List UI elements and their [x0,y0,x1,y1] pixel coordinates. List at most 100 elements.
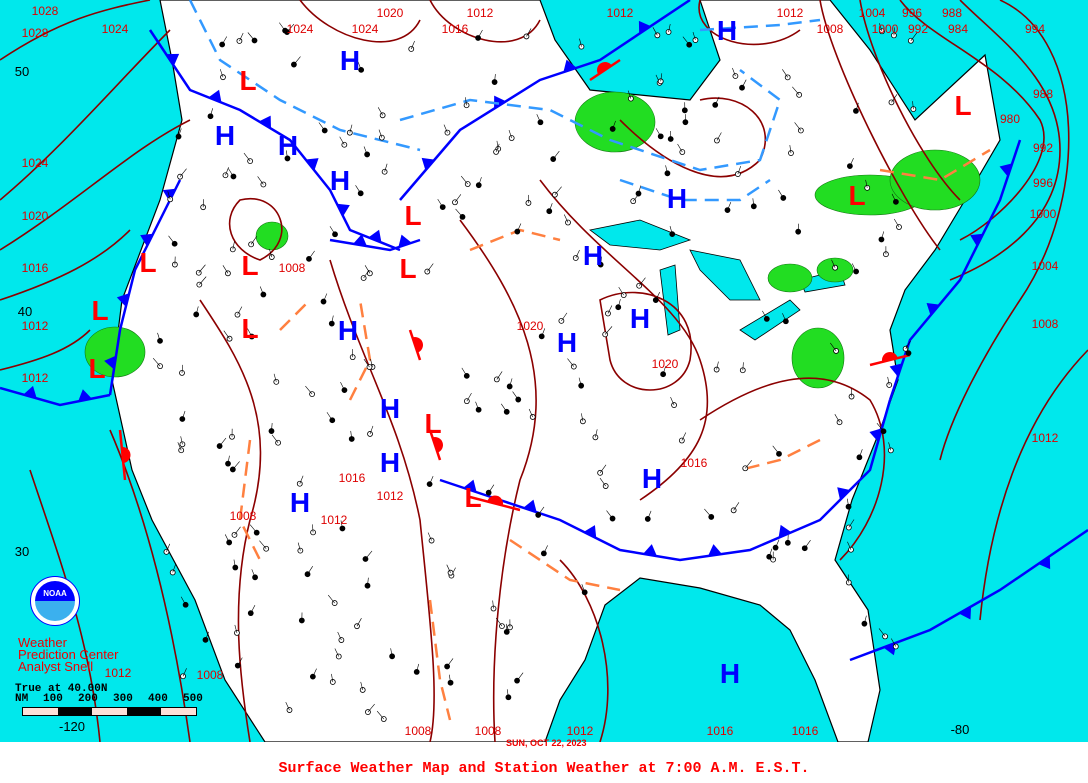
isobar [0,0,151,61]
cold-front [888,139,1022,401]
cold-front-triangle [368,229,382,243]
lat-lon-label: 40 [18,304,32,319]
cold-front-triangle [258,115,272,129]
wind-barb [834,414,840,423]
isobar [699,377,886,561]
wind-barb [227,455,230,464]
wind-barb [618,286,624,296]
isobar-label: 1028 [32,4,59,18]
wind-barb [612,120,616,130]
land-north-america [111,0,1001,742]
wind-barb [893,27,895,36]
isobar-label: 1008 [475,724,502,738]
isobar-label: 1024 [352,22,379,36]
wind-barb [567,358,575,367]
isobar-label: 1028 [22,26,49,40]
wind-barb [865,179,868,188]
cold-front-triangle [353,234,367,247]
isobar-label: 1012 [22,319,49,333]
wind-barb [305,385,313,395]
trough [739,438,821,472]
isobar [899,0,1045,241]
wind-barb [461,367,468,377]
isobar [559,559,609,742]
high-pressure-center: H [717,15,737,46]
low-pressure-center: L [399,253,416,284]
wind-barb [247,328,253,337]
wind-barb [500,403,507,412]
wind-barb [881,231,885,240]
wind-barb [563,214,569,223]
cold-front-triangle [463,479,477,493]
wind-barb [334,648,340,657]
wind-barb [356,618,362,627]
trough [619,178,771,202]
wind-barb [257,176,264,185]
scale-units: NM [15,693,29,705]
wind-barb [259,540,267,549]
low-pressure-center: L [88,353,105,384]
isobar [0,329,91,371]
trough [879,148,991,182]
isobar-label: 1012 [105,666,132,680]
map-caption: Surface Weather Map and Station Weather … [278,760,810,777]
wind-barb [251,569,256,578]
wind-barb [859,449,863,458]
wind-barb [617,299,621,308]
wind-barb [670,396,675,406]
wind-barb [692,31,696,41]
high-pressure-center: H [630,303,650,334]
wind-barb [727,201,732,211]
wind-barb [367,703,375,713]
isobar-label: 996 [1033,176,1053,190]
wind-barb [627,90,632,99]
map-scale: True at 40.00N NM 100 200 300 400 500 [15,684,203,716]
cold-front-triangle [421,157,435,171]
isobar-label: 1008 [279,261,306,275]
wind-barb [607,305,613,314]
wind-barb [247,32,255,41]
noaa-logo-text: NOAA [43,589,67,598]
isobar-label: 992 [1033,141,1053,155]
isobar-label: 1020 [652,357,679,371]
high-pressure-center: H [330,165,350,196]
wind-barb [329,226,336,235]
wind-barb [331,673,334,683]
wind-barb [237,306,243,315]
low-pressure-center: L [91,295,108,326]
wind-barb [199,276,207,285]
wind-barb [350,430,353,440]
isobar-label: 1008 [230,509,257,523]
wind-barb [716,361,719,370]
wind-barb [205,631,209,640]
wind-barb [466,393,472,402]
wind-barb [647,510,652,520]
isobar-label: 1012 [467,6,494,20]
low-pressure-center: L [239,65,256,96]
high-pressure-center: H [642,463,662,494]
isobar-label: 1012 [777,6,804,20]
isobar-label: 1024 [22,156,49,170]
wind-barb [293,56,301,65]
wind-barb [446,564,451,573]
wind-barb [427,263,434,272]
wind-barb [575,249,580,259]
lat-lon-label: -80 [951,722,970,737]
isobar [979,349,1088,621]
low-pressure-center: L [464,482,481,513]
credit-line-2: Prediction Center [18,647,119,662]
trough [348,299,372,401]
wind-barb [454,194,462,203]
wind-barb [847,541,852,550]
wind-barb [269,248,273,258]
wind-barb [496,371,503,380]
wind-barb [581,584,585,593]
high-pressure-center: H [340,45,360,76]
wind-barb [782,69,788,78]
wind-barb [554,186,562,195]
isobar-label: 1000 [872,22,899,36]
wind-barb [745,460,752,469]
wind-barb [495,617,503,627]
wind-barb [340,520,343,529]
wind-barb [312,524,314,533]
